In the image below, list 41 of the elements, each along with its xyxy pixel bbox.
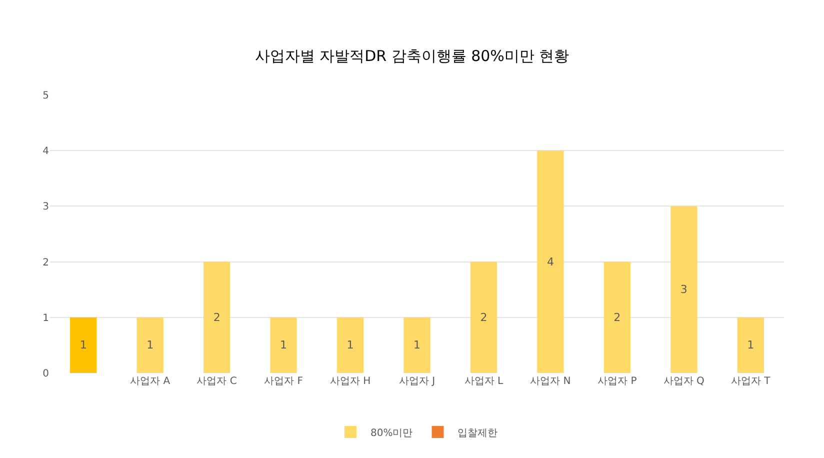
data-label: 2 <box>614 310 621 324</box>
y-tick-label: 3 <box>42 202 49 213</box>
bar <box>136 317 164 373</box>
bar <box>203 262 230 373</box>
legend-label: 80%미만 <box>370 428 413 439</box>
legend-label: 입찰제한 <box>458 428 498 439</box>
x-tick-label: 사업자 Q <box>663 376 705 387</box>
bar <box>604 262 631 373</box>
x-tick-label: 사업자 N <box>530 376 571 387</box>
data-label: 2 <box>213 310 220 324</box>
data-label: 3 <box>680 283 688 296</box>
x-tick-label: 사업자 L <box>464 376 504 387</box>
x-tick-label: 사업자 J <box>398 376 436 387</box>
x-tick-label: 사업자 F <box>264 376 304 387</box>
x-tick-label: 사업자 C <box>196 376 237 387</box>
data-label: 1 <box>747 338 754 352</box>
bar <box>537 150 564 373</box>
x-tick-label: 사업자 A <box>130 376 170 387</box>
chart-title: 사업자별 자발적DR 감축이행률 80%미만 현황 <box>254 46 570 65</box>
data-label: 1 <box>414 338 420 352</box>
data-label: 1 <box>80 338 87 352</box>
y-tick-label: 1 <box>42 312 49 324</box>
y-tick-label: 2 <box>42 257 49 268</box>
bar <box>670 206 698 373</box>
bar <box>404 317 430 373</box>
data-label: 2 <box>480 310 488 324</box>
x-tick-label: 사업자 P <box>598 376 637 387</box>
x-tick-label: 사업자 H <box>330 376 371 387</box>
data-label: 1 <box>146 338 154 352</box>
data-label: 1 <box>280 338 288 352</box>
bar <box>336 317 364 373</box>
bar <box>737 317 764 373</box>
bar <box>70 317 97 373</box>
y-tick-label: 4 <box>42 146 49 158</box>
bar <box>470 262 498 373</box>
bar <box>270 317 297 373</box>
data-label: 4 <box>546 255 554 268</box>
x-tick-label: 사업자 T <box>730 376 772 387</box>
data-label: 1 <box>346 338 354 352</box>
y-tick-label: 5 <box>42 90 49 102</box>
y-tick-label: 0 <box>42 368 49 380</box>
